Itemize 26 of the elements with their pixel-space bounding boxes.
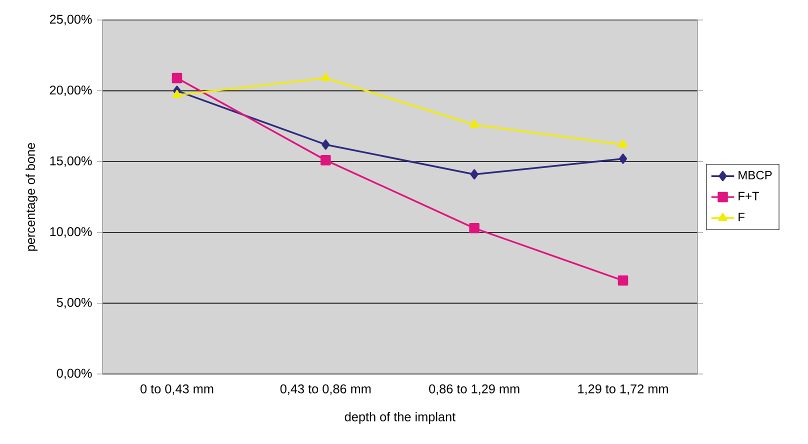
x-tick-label: 0,86 to 1,29 mm [429,384,520,395]
point [470,169,478,180]
legend-label: MBCP [738,170,772,180]
y-tick-label: 20,00% [50,86,92,96]
x-axis-title: depth of the implant [344,412,456,424]
point [618,275,628,286]
y-axis-title: percentage of bone [26,143,38,251]
y-tick-label: 0,00% [56,368,92,380]
y-tick-label: 25,00% [50,14,92,26]
y-tick-label: 10,00% [50,227,92,238]
point [469,223,480,234]
point [320,155,331,166]
y-tick-label: 5,00% [56,298,92,308]
point [618,139,628,148]
point [172,72,182,84]
point [618,154,628,164]
legend-label: F [738,212,745,222]
point [321,72,330,82]
point [470,120,479,128]
point [322,139,330,150]
x-tick-label: 0,43 to 0,86 mm [280,384,371,395]
y-tick-label: 15,00% [50,156,92,167]
legend-label: F+T [738,192,760,200]
point [172,90,182,98]
x-tick-label: 0 to 0,43 mm [140,384,214,395]
x-tick-label: 1,29 to 1,72 mm [578,384,668,395]
